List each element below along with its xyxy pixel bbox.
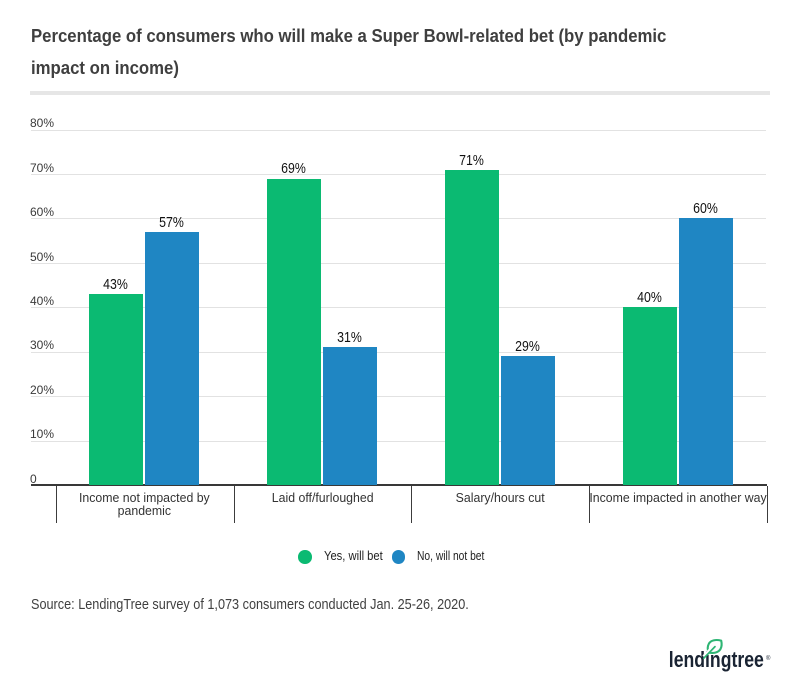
svg-text:®: ® [766, 655, 771, 662]
